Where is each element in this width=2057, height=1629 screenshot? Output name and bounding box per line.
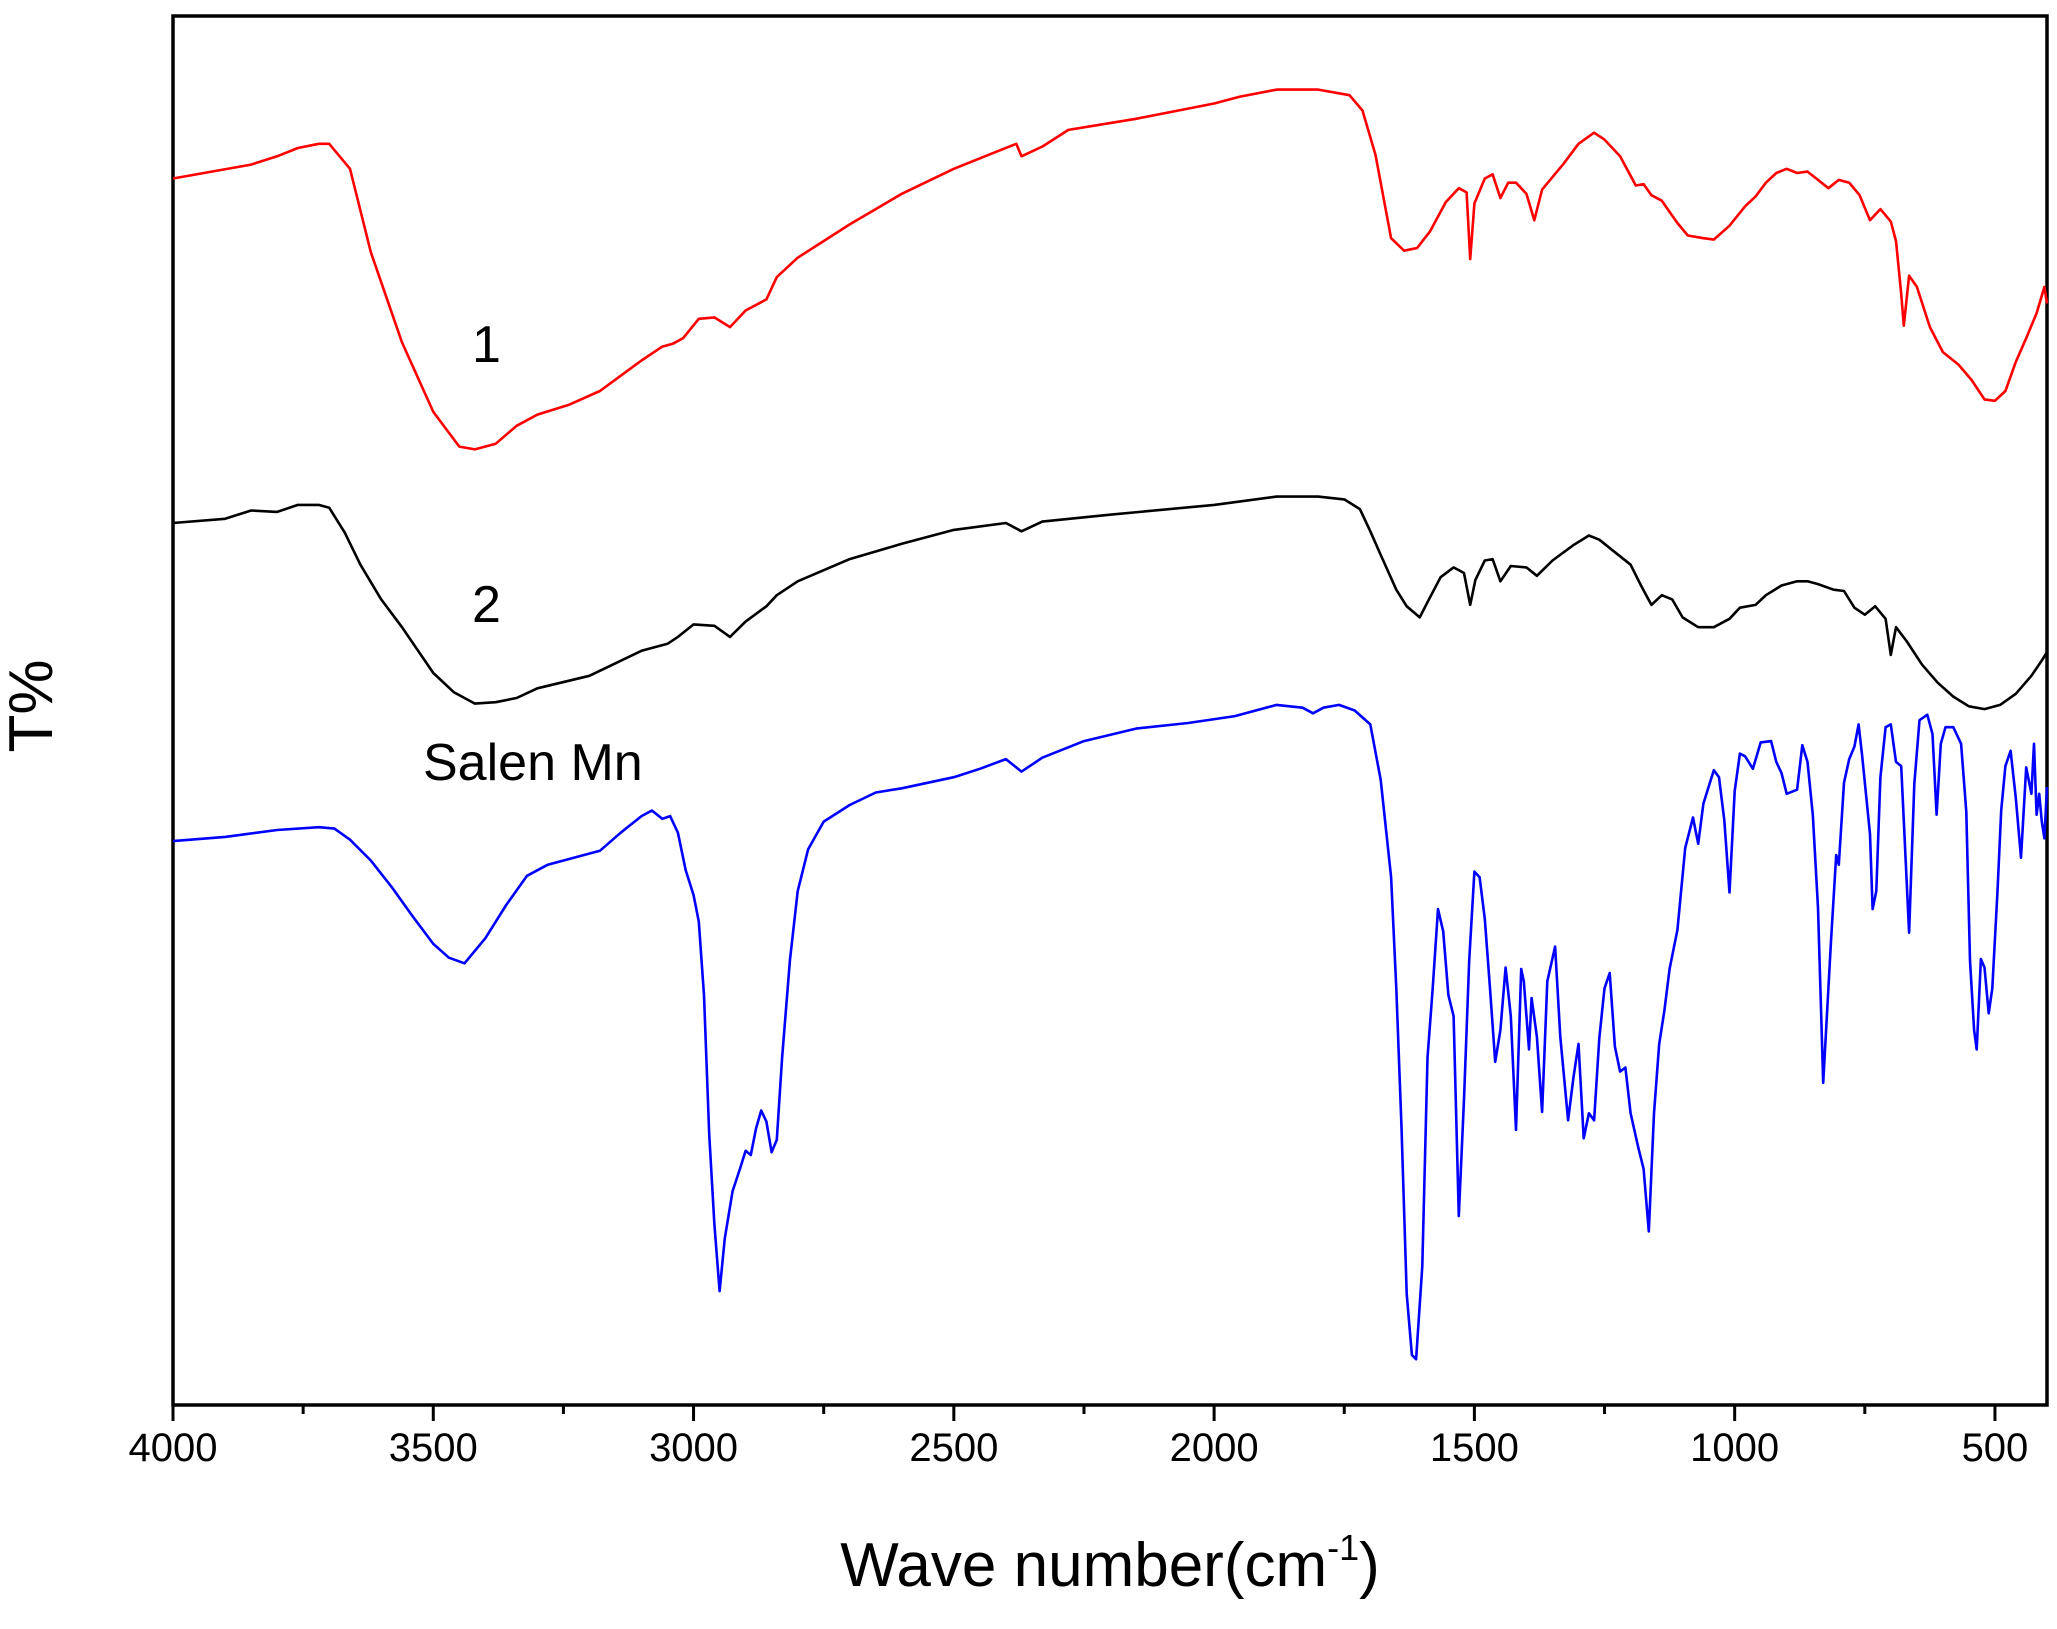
x-tick-label-500: 500: [1962, 1426, 2029, 1470]
x-axis-title-close: ): [1359, 1531, 1380, 1600]
x-axis-title-superscript: -1: [1327, 1527, 1359, 1568]
series-line-2: [172, 495, 2049, 711]
series-lines: [172, 88, 2049, 1361]
x-tick-label-1500: 1500: [1430, 1426, 1519, 1470]
series-label-salen-mn: Salen Mn: [423, 734, 643, 792]
y-axis-title: T%: [0, 660, 66, 753]
x-tick-label-4000: 4000: [129, 1426, 218, 1470]
x-axis-title-main: Wave number(cm: [840, 1531, 1327, 1600]
x-tick-label-1000: 1000: [1690, 1426, 1779, 1470]
x-tick-label-3500: 3500: [389, 1426, 478, 1470]
x-tick-label-3000: 3000: [649, 1426, 738, 1470]
series-line-3: [172, 703, 2049, 1361]
x-axis-ticks: [171, 1405, 1997, 1421]
x-tick-label-2500: 2500: [909, 1426, 998, 1470]
x-axis-title: Wave number(cm-1): [840, 1527, 1380, 1600]
x-axis-tick-labels: 4000 3500 3000 2500 2000 1500 1000 500: [129, 1426, 2029, 1470]
x-tick-label-2000: 2000: [1170, 1426, 1259, 1470]
plot-frame: [171, 14, 2049, 1407]
series-line-1: [172, 88, 2049, 451]
series-label-2: 2: [472, 576, 501, 634]
series-label-1: 1: [472, 316, 501, 374]
